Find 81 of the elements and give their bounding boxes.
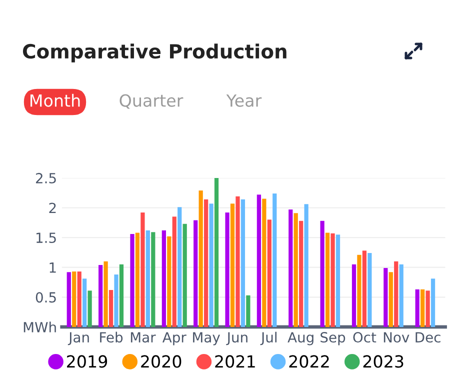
bar <box>336 234 340 327</box>
x-tick-label: Dec <box>416 332 440 343</box>
y-tick-label: 1 <box>50 262 56 273</box>
x-tick-label: Nov <box>384 332 410 343</box>
bar <box>66 272 71 327</box>
bar <box>272 193 277 327</box>
bar <box>77 272 82 327</box>
x-tick-label: Oct <box>353 332 376 343</box>
bar <box>304 204 308 327</box>
bar <box>415 289 420 327</box>
bar <box>246 295 250 327</box>
bar <box>140 212 145 327</box>
bar <box>214 178 219 327</box>
bar <box>394 261 398 327</box>
bar <box>320 220 324 327</box>
bar <box>146 230 150 327</box>
bar <box>426 290 430 327</box>
bar <box>104 261 108 327</box>
bar <box>198 190 203 327</box>
bar <box>399 264 404 327</box>
bar <box>230 204 235 327</box>
bar <box>362 250 366 327</box>
text: Quarter <box>120 94 184 109</box>
bar <box>420 289 425 327</box>
x-tick-label: Apr <box>162 332 186 346</box>
bar <box>182 224 187 327</box>
bar <box>194 220 198 327</box>
bar <box>240 199 246 327</box>
y-tick-label: 0.5 <box>36 292 56 303</box>
bar <box>119 264 124 327</box>
bar <box>256 194 262 327</box>
x-tick-label: Mar <box>130 332 156 343</box>
bar <box>209 204 214 327</box>
bar <box>352 264 356 327</box>
legend-label: 2023 <box>363 355 404 368</box>
y-tick-label: 2.5 <box>36 172 56 184</box>
bar <box>325 232 330 327</box>
bar <box>236 196 240 327</box>
bar <box>108 290 114 327</box>
x-tick-label: Jan <box>68 332 89 346</box>
bar <box>368 253 372 327</box>
x-tick-label: Feb <box>100 332 123 343</box>
bar <box>151 232 156 327</box>
x-tick-label: Jul <box>260 332 276 346</box>
bar <box>262 198 266 327</box>
bar <box>167 236 172 327</box>
bar <box>225 212 230 327</box>
bar <box>384 268 388 327</box>
bar <box>130 234 134 327</box>
bar <box>288 210 293 327</box>
text: Year <box>226 94 262 107</box>
x-tick-label: May <box>193 332 220 346</box>
bar <box>357 254 362 327</box>
bar <box>294 213 298 327</box>
bar <box>98 264 103 327</box>
y-tick-label: 2 <box>49 202 56 214</box>
bar <box>267 220 272 327</box>
legend-label: 2020 <box>141 355 182 368</box>
bar <box>72 272 76 327</box>
legend-label: 2019 <box>67 355 108 368</box>
y-tick-label: MWh <box>24 322 56 332</box>
legend-label: 2021 <box>215 355 255 368</box>
legend-label: 2022 <box>289 355 329 368</box>
bar <box>172 216 176 327</box>
bar <box>388 272 393 327</box>
bar <box>299 220 304 327</box>
bar <box>430 278 436 327</box>
bar <box>162 230 166 327</box>
bar <box>135 232 140 327</box>
bar <box>330 233 335 327</box>
text: Month <box>30 94 80 107</box>
bar <box>88 290 92 327</box>
x-tick-label: Jun <box>226 332 248 346</box>
x-tick-label: Sep <box>320 332 346 346</box>
bar <box>82 278 87 327</box>
x-tick-label: Aug <box>288 332 314 346</box>
bar <box>178 207 182 327</box>
bar <box>204 199 208 327</box>
bar <box>114 274 118 327</box>
chart-title: Comparative Production <box>22 44 286 62</box>
y-tick-label: 1.5 <box>36 232 56 244</box>
